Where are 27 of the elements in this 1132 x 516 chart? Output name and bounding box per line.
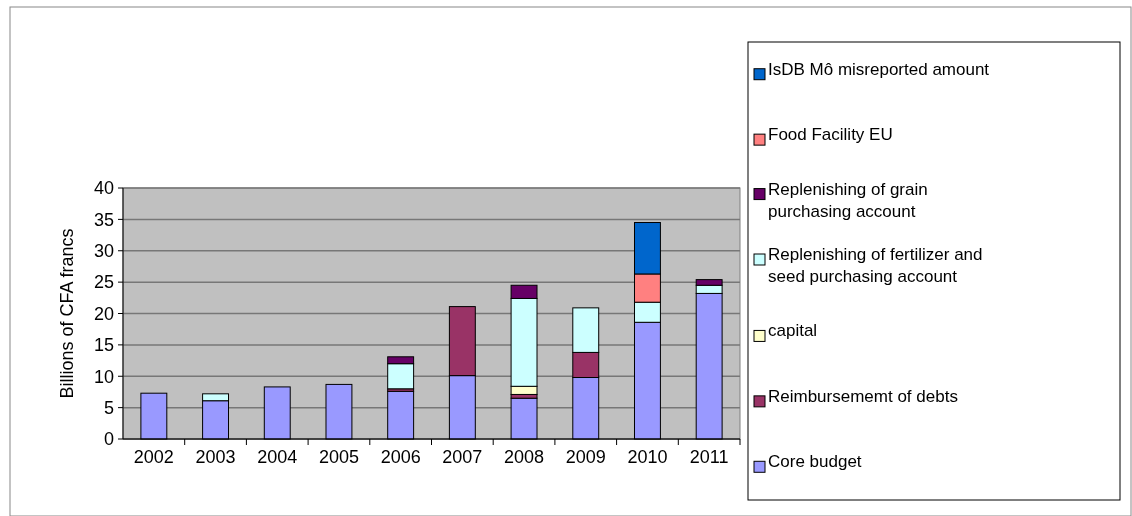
x-tick-label: 2009 <box>565 447 606 467</box>
x-tick-label: 2010 <box>627 447 668 467</box>
legend-label: Replenishing of fertilizer and seed purchasing account <box>768 245 983 286</box>
legend-label: Food Facility EU <box>768 125 893 145</box>
legend-label: capital <box>768 321 818 341</box>
legend-label: Replenishing of grain purchasing account <box>768 179 928 221</box>
legend-label: Core budget <box>768 452 862 472</box>
x-tick-label: 2011 <box>689 447 729 467</box>
y-tick-label: 15 <box>93 335 114 356</box>
y-tick-label: 20 <box>93 303 114 324</box>
legend-label: IsDB Mô misreported amount <box>768 59 990 79</box>
x-tick-label: 2007 <box>442 447 483 467</box>
y-tick-label: 35 <box>93 209 114 230</box>
y-tick-label: 40 <box>93 178 114 199</box>
y-tick-label: 10 <box>93 366 114 387</box>
x-tick-label: 2003 <box>195 447 236 467</box>
x-tick-label: 2004 <box>257 447 298 467</box>
y-axis-title: Billions of CFA francs <box>57 228 77 399</box>
y-tick-label: 30 <box>93 241 114 262</box>
y-tick-label: 5 <box>103 397 114 418</box>
y-tick-label: 25 <box>93 272 114 293</box>
x-tick-label: 2005 <box>318 447 359 467</box>
legend-label: Reimbursememt of debts <box>768 386 958 406</box>
x-tick-label: 2006 <box>380 447 421 467</box>
y-tick-label: 0 <box>103 429 114 450</box>
x-tick-label: 2008 <box>504 447 545 467</box>
x-tick-label: 2002 <box>133 447 174 467</box>
